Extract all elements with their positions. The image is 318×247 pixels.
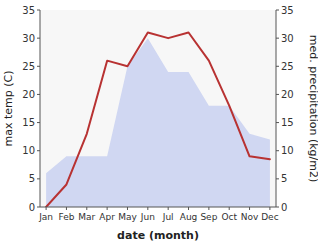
x-tick-label: May [118,212,137,222]
y-tick [37,94,40,95]
x-tick [229,207,230,210]
x-tick-label: Nov [241,212,259,222]
x-tick-label: Jun [140,212,155,222]
y2-axis-label: med. precipitation (kg/m2) [307,35,318,183]
y-tick [37,10,40,11]
chart-container: 0 5 10 15 20 25 30 35 0 5 10 15 20 25 30 35 Jan Feb Mar Apr… [0,0,318,247]
y-tick-label: 25 [22,61,35,72]
x-axis-label: date (month) [117,229,199,242]
y-tick-label: 15 [22,117,35,128]
chart: 0 5 10 15 20 25 30 35 0 5 10 15 20 25 30 35 Jan Feb Mar Apr… [0,0,318,247]
y2-tick [276,66,279,67]
x-tick [269,207,270,210]
x-tick [188,207,189,210]
y2-tick [276,94,279,95]
x-tick [46,207,47,210]
right-axis-line [276,10,277,207]
y2-tick-label: 15 [281,117,294,128]
x-tick [168,207,169,210]
y-tick-label: 0 [29,202,35,213]
y-tick-label: 5 [29,173,35,184]
x-tick-label: Jan [38,212,53,222]
temperature-line [46,33,270,207]
x-tick-label: Apr [99,212,115,222]
x-tick-label: Dec [261,212,278,222]
left-axis-line [40,10,41,207]
y-tick [37,66,40,67]
y-tick-label: 30 [22,33,35,44]
y-tick [37,178,40,179]
x-tick [208,207,209,210]
y2-tick [276,150,279,151]
y-tick [37,207,40,208]
x-tick-label: Sep [200,212,217,222]
x-tick [66,207,67,210]
y2-tick [276,207,279,208]
y2-tick-label: 10 [281,145,294,156]
y2-tick-label: 20 [281,89,294,100]
y2-tick [276,38,279,39]
y-tick-label: 20 [22,89,35,100]
x-tick [127,207,128,210]
y2-tick-label: 30 [281,33,294,44]
y2-tick-label: 0 [281,202,287,213]
y-tick-label: 35 [22,5,35,16]
y-tick [37,38,40,39]
x-tick [147,207,148,210]
y2-tick-label: 35 [281,5,294,16]
y-tick-label: 10 [22,145,35,156]
y2-tick-label: 5 [281,173,287,184]
y2-tick [276,178,279,179]
y2-tick [276,10,279,11]
y2-tick [276,122,279,123]
x-tick-label: Oct [221,212,237,222]
x-tick [107,207,108,210]
x-tick [249,207,250,210]
y-tick [37,150,40,151]
data-layer [46,33,270,207]
plot-background [40,10,276,207]
x-tick-label: Aug [180,212,198,222]
x-axis-line [40,207,276,208]
y2-tick-label: 25 [281,61,294,72]
x-tick [86,207,87,210]
y-tick [37,122,40,123]
y-axis-label: max temp (C) [2,70,15,146]
x-tick-label: Mar [78,212,95,222]
x-tick-label: Jul [162,212,174,222]
x-tick-label: Feb [58,212,74,222]
